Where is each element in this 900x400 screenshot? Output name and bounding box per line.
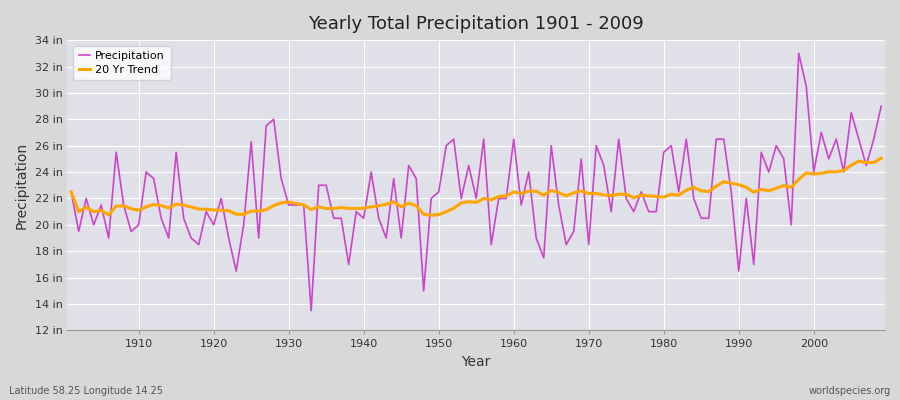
- 20 Yr Trend: [291, 201, 302, 206]
- Precipitation: [516, 203, 526, 208]
- 20 Yr Trend: [336, 205, 346, 210]
- Precipitation: [508, 137, 519, 142]
- Legend: Precipitation, 20 Yr Trend: Precipitation, 20 Yr Trend: [73, 46, 170, 80]
- Precipitation: [343, 262, 354, 267]
- 20 Yr Trend: [126, 206, 137, 211]
- Precipitation: [66, 190, 77, 194]
- 20 Yr Trend: [426, 213, 436, 218]
- Precipitation: [793, 51, 804, 56]
- 20 Yr Trend: [508, 190, 519, 194]
- Y-axis label: Precipitation: Precipitation: [15, 142, 29, 229]
- Precipitation: [306, 308, 317, 313]
- 20 Yr Trend: [876, 156, 886, 161]
- Title: Yearly Total Precipitation 1901 - 2009: Yearly Total Precipitation 1901 - 2009: [309, 15, 644, 33]
- Text: Latitude 58.25 Longitude 14.25: Latitude 58.25 Longitude 14.25: [9, 386, 163, 396]
- Line: 20 Yr Trend: 20 Yr Trend: [71, 158, 881, 215]
- Precipitation: [291, 203, 302, 208]
- X-axis label: Year: Year: [462, 355, 490, 369]
- Text: worldspecies.org: worldspecies.org: [809, 386, 891, 396]
- 20 Yr Trend: [606, 193, 616, 198]
- Precipitation: [876, 104, 886, 108]
- Precipitation: [606, 209, 616, 214]
- 20 Yr Trend: [516, 191, 526, 196]
- 20 Yr Trend: [66, 190, 77, 194]
- Precipitation: [126, 229, 137, 234]
- Line: Precipitation: Precipitation: [71, 53, 881, 311]
